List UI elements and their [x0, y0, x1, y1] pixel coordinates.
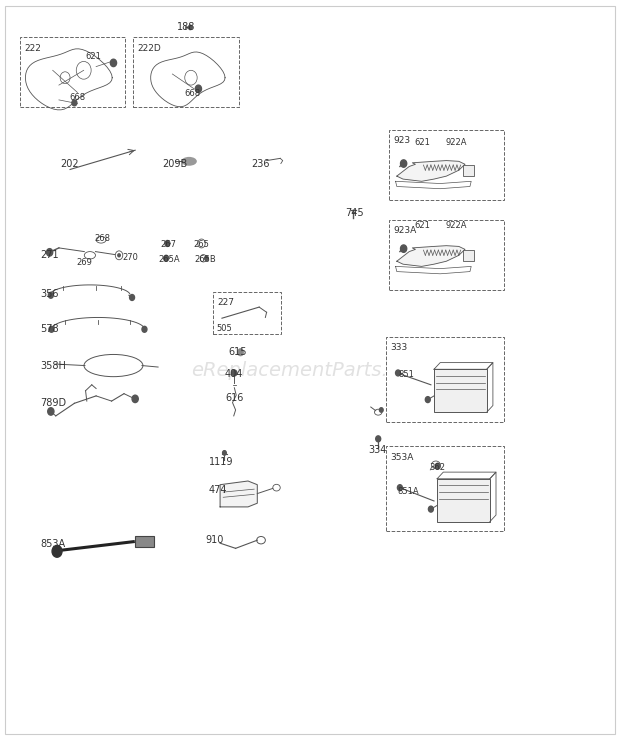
Text: 616: 616 [225, 393, 244, 403]
Text: 621: 621 [415, 221, 431, 230]
Circle shape [425, 397, 430, 403]
Text: 668: 668 [185, 90, 201, 98]
Text: 404: 404 [225, 369, 244, 380]
Circle shape [223, 451, 226, 455]
Text: 851: 851 [398, 370, 414, 379]
Circle shape [205, 256, 208, 260]
Circle shape [164, 255, 169, 261]
Circle shape [52, 545, 62, 557]
Text: 922A: 922A [445, 221, 467, 230]
Text: 1119: 1119 [209, 457, 234, 467]
Polygon shape [220, 481, 257, 507]
Polygon shape [397, 246, 465, 266]
Bar [386, 446, 504, 531]
Text: 334: 334 [368, 445, 387, 455]
Text: 353A: 353A [391, 453, 414, 462]
Text: 236: 236 [251, 158, 270, 169]
Text: 222: 222 [24, 44, 41, 53]
Text: 269: 269 [76, 258, 92, 267]
Text: 922A: 922A [445, 138, 467, 147]
Text: 267: 267 [160, 240, 176, 249]
Text: 923: 923 [394, 136, 411, 145]
Circle shape [165, 240, 170, 246]
Text: 578: 578 [40, 323, 59, 334]
Polygon shape [397, 161, 465, 181]
Bar [135, 536, 154, 547]
Text: 853A: 853A [40, 539, 66, 549]
Text: 202: 202 [60, 158, 79, 169]
Bar [463, 250, 474, 261]
Text: 615: 615 [228, 347, 247, 357]
Circle shape [435, 463, 440, 469]
Text: 356: 356 [40, 289, 59, 299]
Text: 271: 271 [40, 250, 59, 260]
Text: 851A: 851A [397, 487, 419, 496]
Text: 188: 188 [177, 21, 195, 32]
Bar [463, 165, 474, 176]
Circle shape [396, 370, 401, 376]
Circle shape [130, 295, 135, 300]
Circle shape [110, 59, 117, 67]
Circle shape [49, 326, 54, 332]
Circle shape [48, 292, 53, 298]
Ellipse shape [181, 157, 197, 166]
Circle shape [188, 25, 192, 30]
Bar [133, 37, 239, 107]
Text: 209B: 209B [162, 158, 188, 169]
Circle shape [428, 506, 433, 512]
Text: 222D: 222D [138, 44, 161, 53]
Circle shape [48, 408, 54, 415]
Text: 268: 268 [95, 234, 111, 243]
Circle shape [46, 249, 53, 256]
Bar [434, 369, 487, 412]
Text: 474: 474 [209, 485, 228, 495]
Text: 265A: 265A [158, 255, 180, 263]
Circle shape [397, 485, 402, 491]
Text: 745: 745 [345, 208, 364, 218]
Bar [20, 37, 125, 107]
Circle shape [379, 408, 383, 412]
Bar [386, 337, 504, 422]
Bar [213, 292, 281, 334]
Text: 621: 621 [415, 138, 431, 147]
Text: 358H: 358H [40, 360, 66, 371]
Text: 265B: 265B [194, 255, 216, 263]
Text: 333: 333 [391, 343, 408, 352]
Text: 362: 362 [429, 463, 445, 472]
Circle shape [118, 254, 120, 257]
Circle shape [232, 370, 237, 376]
Text: 789D: 789D [40, 398, 66, 408]
Circle shape [132, 395, 138, 403]
Text: 227: 227 [217, 298, 234, 307]
Circle shape [401, 160, 407, 167]
Bar [389, 130, 504, 200]
Text: 910: 910 [206, 535, 224, 545]
Text: 923A: 923A [394, 226, 417, 235]
Text: eReplacementParts.com: eReplacementParts.com [191, 360, 429, 380]
Circle shape [376, 436, 381, 442]
Bar [389, 220, 504, 290]
Bar [437, 479, 490, 522]
Circle shape [142, 326, 147, 332]
Text: 668: 668 [69, 93, 86, 102]
Circle shape [237, 349, 244, 356]
Text: 621: 621 [86, 52, 102, 61]
Circle shape [195, 85, 202, 92]
Text: 265: 265 [193, 240, 210, 249]
Text: 505: 505 [216, 324, 232, 333]
Circle shape [72, 100, 77, 106]
Text: 270: 270 [122, 253, 138, 262]
Circle shape [401, 245, 407, 252]
